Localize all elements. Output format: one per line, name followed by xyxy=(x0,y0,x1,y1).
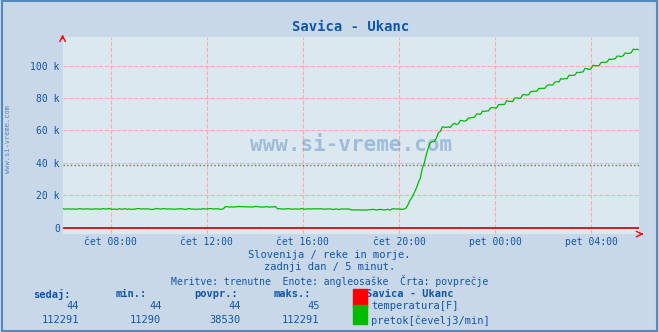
Text: 11290: 11290 xyxy=(130,315,161,325)
Text: 44: 44 xyxy=(67,301,79,311)
Text: maks.:: maks.: xyxy=(273,289,311,299)
Text: Savica - Ukanc: Savica - Ukanc xyxy=(366,289,453,299)
Text: zadnji dan / 5 minut.: zadnji dan / 5 minut. xyxy=(264,262,395,272)
Text: www.si-vreme.com: www.si-vreme.com xyxy=(5,106,11,173)
Text: min.:: min.: xyxy=(115,289,146,299)
Text: 112291: 112291 xyxy=(282,315,320,325)
Text: Slovenija / reke in morje.: Slovenija / reke in morje. xyxy=(248,250,411,260)
Text: temperatura[F]: temperatura[F] xyxy=(371,301,459,311)
Text: Meritve: trenutne  Enote: angleosaške  Črta: povprečje: Meritve: trenutne Enote: angleosaške Črt… xyxy=(171,275,488,287)
Text: 45: 45 xyxy=(307,301,320,311)
Text: 44: 44 xyxy=(149,301,161,311)
Text: 44: 44 xyxy=(228,301,241,311)
Text: povpr.:: povpr.: xyxy=(194,289,238,299)
Text: sedaj:: sedaj: xyxy=(33,289,71,300)
Text: www.si-vreme.com: www.si-vreme.com xyxy=(250,135,452,155)
Title: Savica - Ukanc: Savica - Ukanc xyxy=(293,20,409,34)
Text: 38530: 38530 xyxy=(210,315,241,325)
Text: pretok[čevelj3/min]: pretok[čevelj3/min] xyxy=(371,315,490,326)
Text: 112291: 112291 xyxy=(42,315,79,325)
